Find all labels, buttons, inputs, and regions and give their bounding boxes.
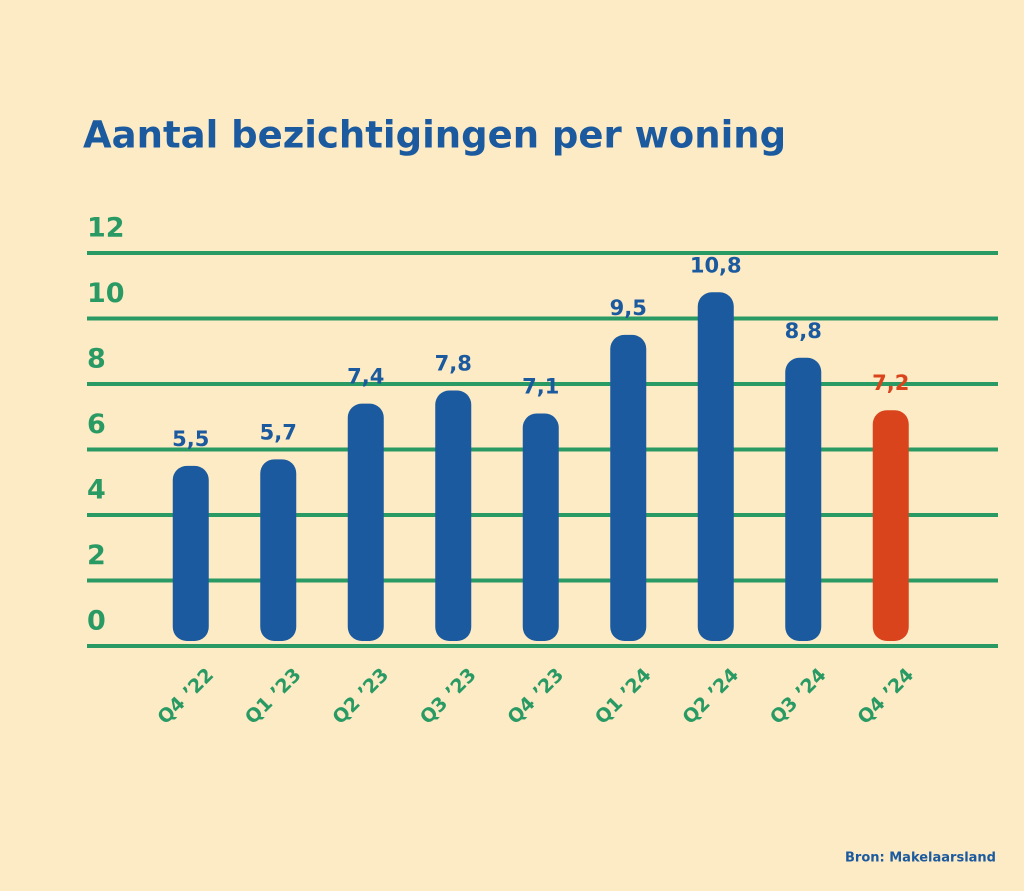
y-tick-label: 8 (87, 344, 106, 375)
value-label: 5,7 (260, 420, 297, 444)
value-label: 7,4 (347, 365, 384, 389)
y-tick-label: 0 (87, 606, 106, 637)
y-tick-label: 12 (87, 213, 125, 244)
bar (435, 390, 472, 641)
value-label: 8,8 (785, 319, 822, 343)
value-label: 9,5 (610, 296, 647, 320)
source: Bron: Makelaarsland (845, 851, 996, 866)
bar (172, 465, 209, 641)
y-tick-label: 6 (87, 409, 106, 440)
chart-title: Aantal bezichtigingen per woning (83, 114, 786, 157)
value-label: 7,2 (872, 371, 909, 395)
value-label: 5,5 (172, 427, 209, 451)
y-tick-label: 4 (87, 475, 106, 506)
value-label: 10,8 (690, 253, 742, 277)
bar (347, 403, 384, 641)
value-label: 7,1 (522, 374, 559, 398)
bar (872, 410, 909, 641)
bar (785, 357, 822, 641)
bar (260, 459, 297, 641)
bar (610, 334, 647, 641)
bar (522, 413, 559, 641)
bar (697, 292, 734, 641)
y-tick-label: 10 (87, 278, 125, 309)
value-label: 7,8 (435, 352, 472, 376)
y-tick-label: 2 (87, 540, 106, 571)
